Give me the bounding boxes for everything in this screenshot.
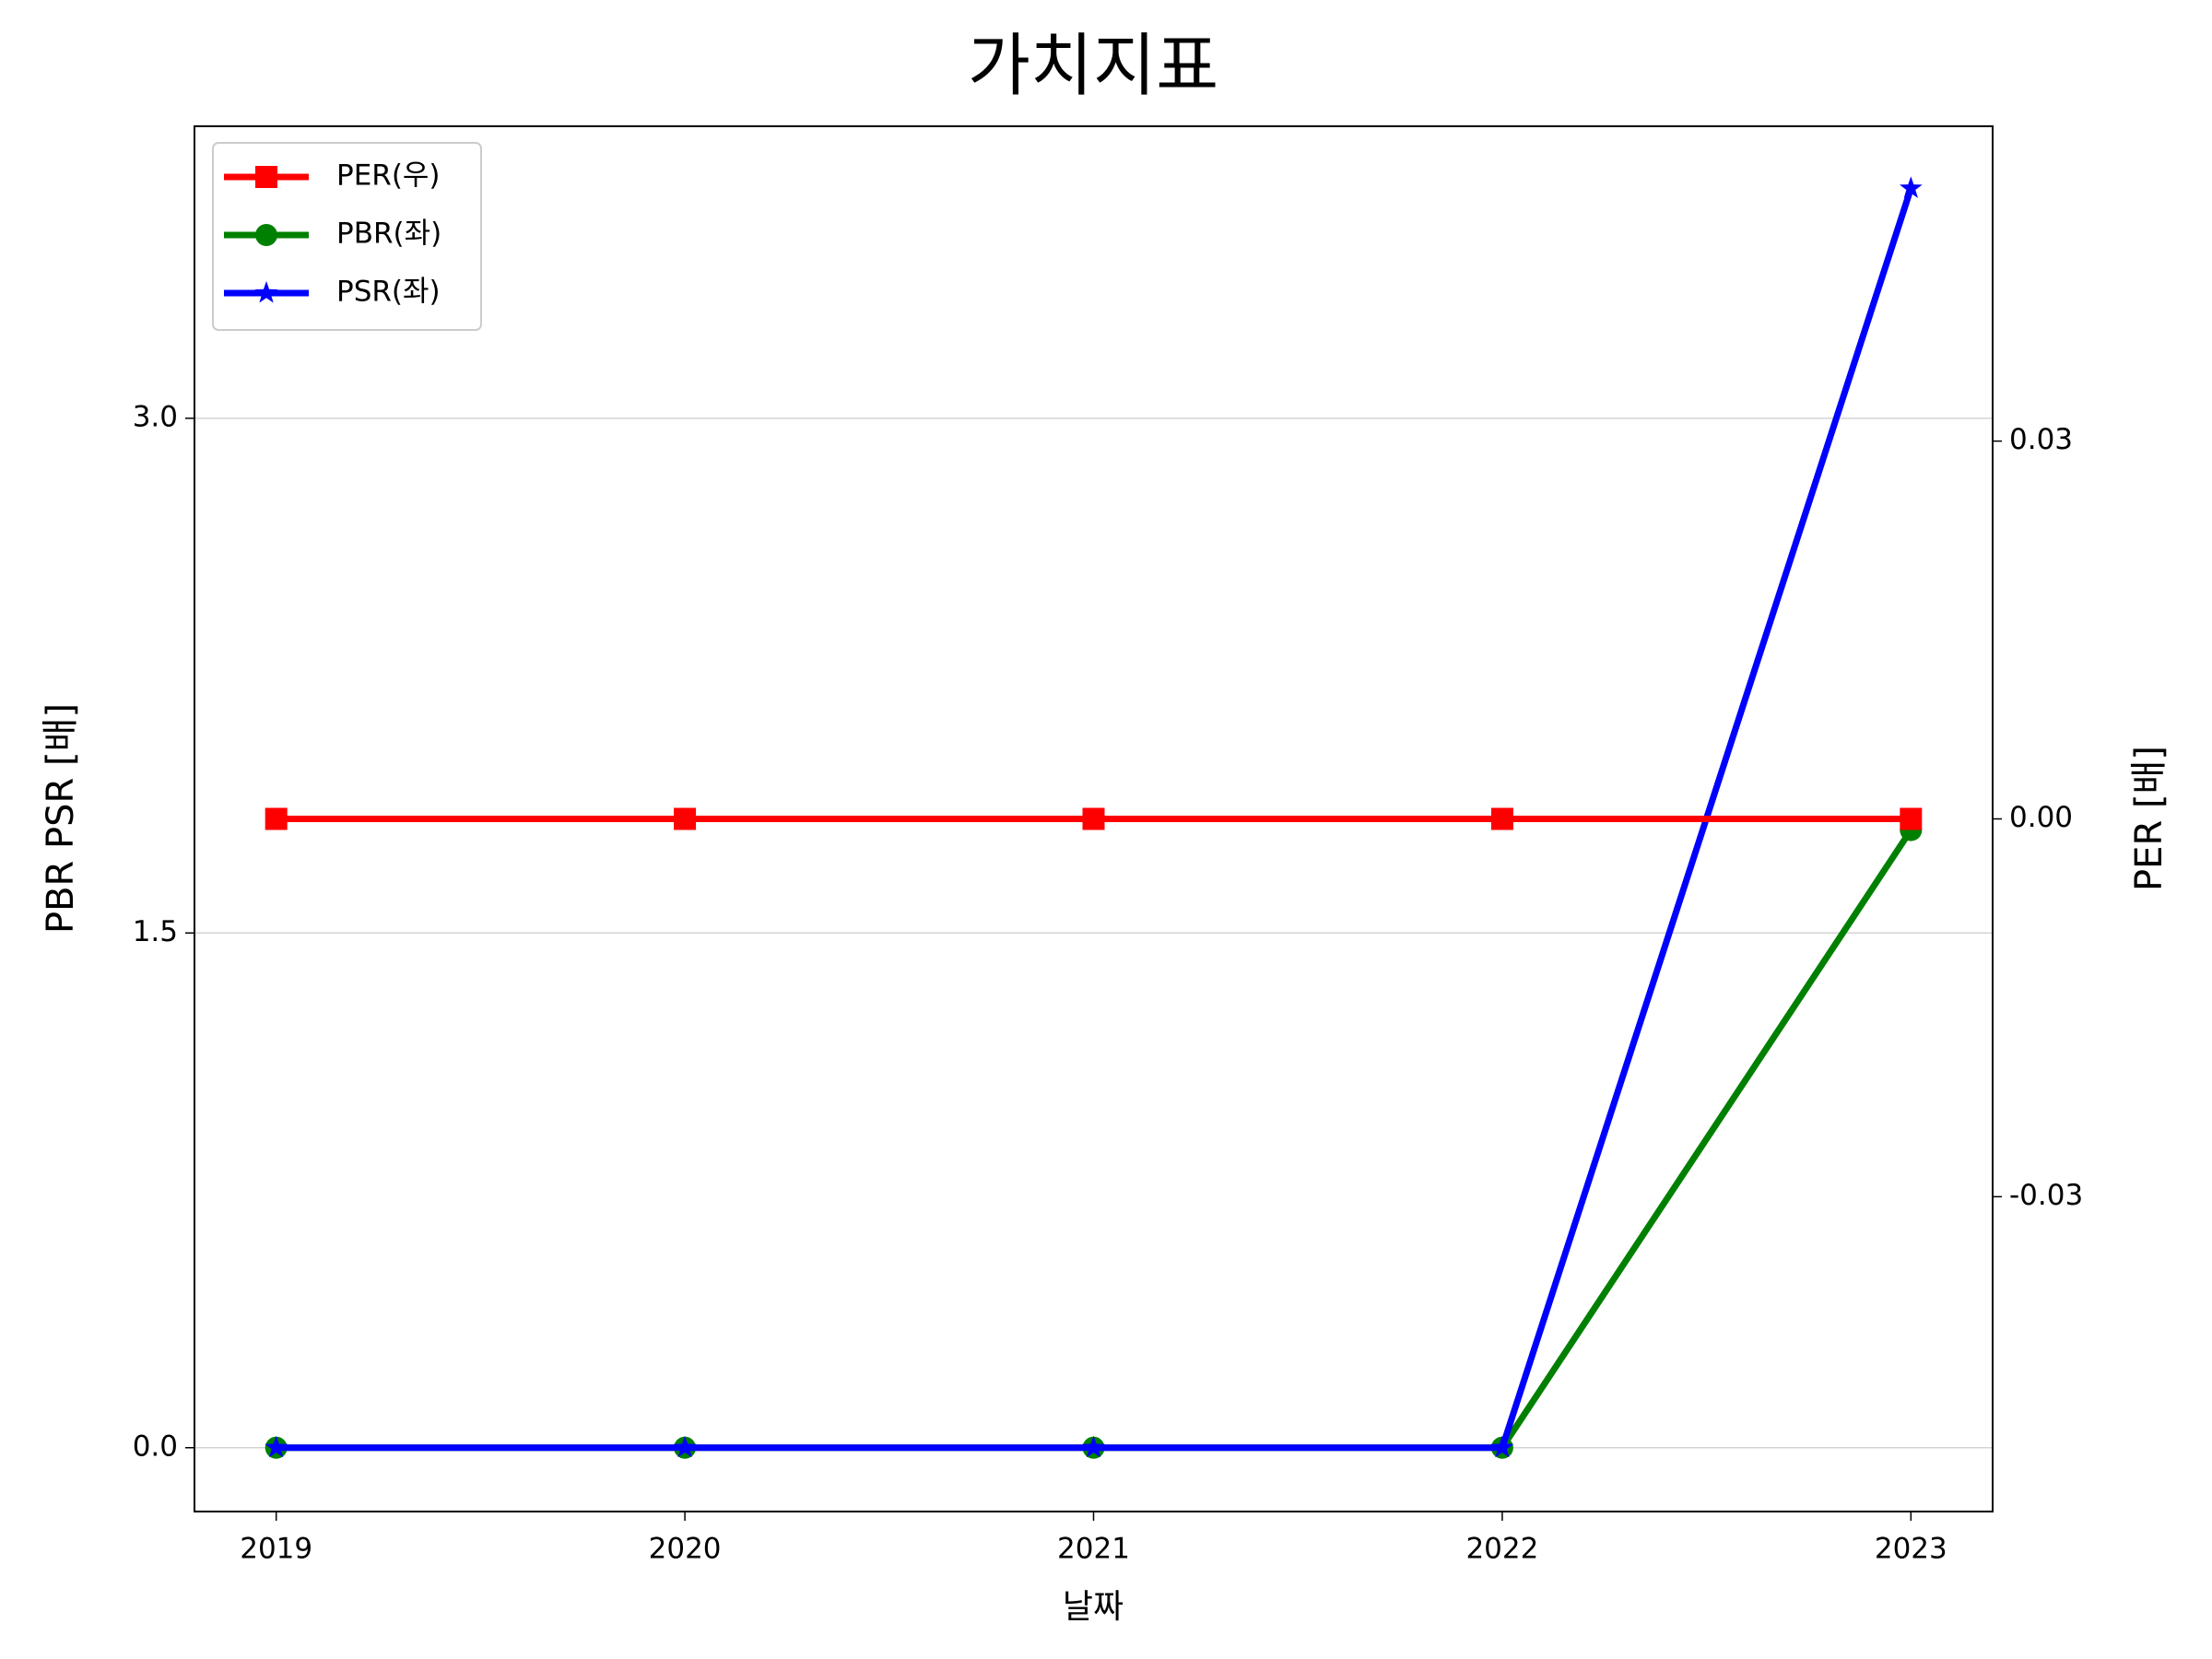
legend-label: PER(우) — [336, 159, 441, 193]
marker — [1490, 1435, 1514, 1458]
chart-title: 가치지표 — [968, 27, 1218, 106]
legend-frame — [212, 142, 482, 331]
legend-label: PBR(좌) — [336, 218, 441, 251]
y-axis-label: PBR PSR [배] — [40, 703, 82, 934]
legend-marker — [254, 281, 278, 303]
y2-tick-label: -0.03 — [2009, 1179, 2083, 1212]
legend-label: PSR(좌) — [336, 276, 441, 309]
legend: PER(우) PBR(좌) PSR(좌) — [212, 142, 482, 331]
y-tick-label: 3.0 — [133, 400, 178, 433]
marker — [1899, 176, 1923, 198]
x-axis-label: 날짜 — [1063, 1588, 1124, 1626]
legend-marker — [255, 224, 277, 246]
plot-frame — [194, 125, 1994, 1512]
x-tick-label: 2021 — [1057, 1533, 1130, 1566]
y-tick-label: 0.0 — [133, 1430, 178, 1463]
marker — [673, 1435, 697, 1458]
x-tick-label: 2019 — [240, 1533, 312, 1566]
y2-tick-label: 0.00 — [2009, 801, 2073, 834]
marker — [1082, 807, 1105, 830]
marker — [265, 1435, 288, 1458]
legend-marker — [255, 166, 277, 188]
x-tick-label: 2020 — [649, 1533, 722, 1566]
y2-tick-label: 0.03 — [2009, 423, 2073, 456]
marker — [1082, 1435, 1105, 1458]
marker — [1490, 807, 1513, 830]
marker — [1900, 807, 1923, 830]
y2-axis-label: PER [배] — [2128, 746, 2171, 891]
x-tick-label: 2023 — [1875, 1533, 1947, 1566]
marker — [674, 807, 697, 830]
marker — [265, 807, 288, 830]
y-tick-label: 1.5 — [133, 915, 178, 948]
x-tick-label: 2022 — [1465, 1533, 1538, 1566]
